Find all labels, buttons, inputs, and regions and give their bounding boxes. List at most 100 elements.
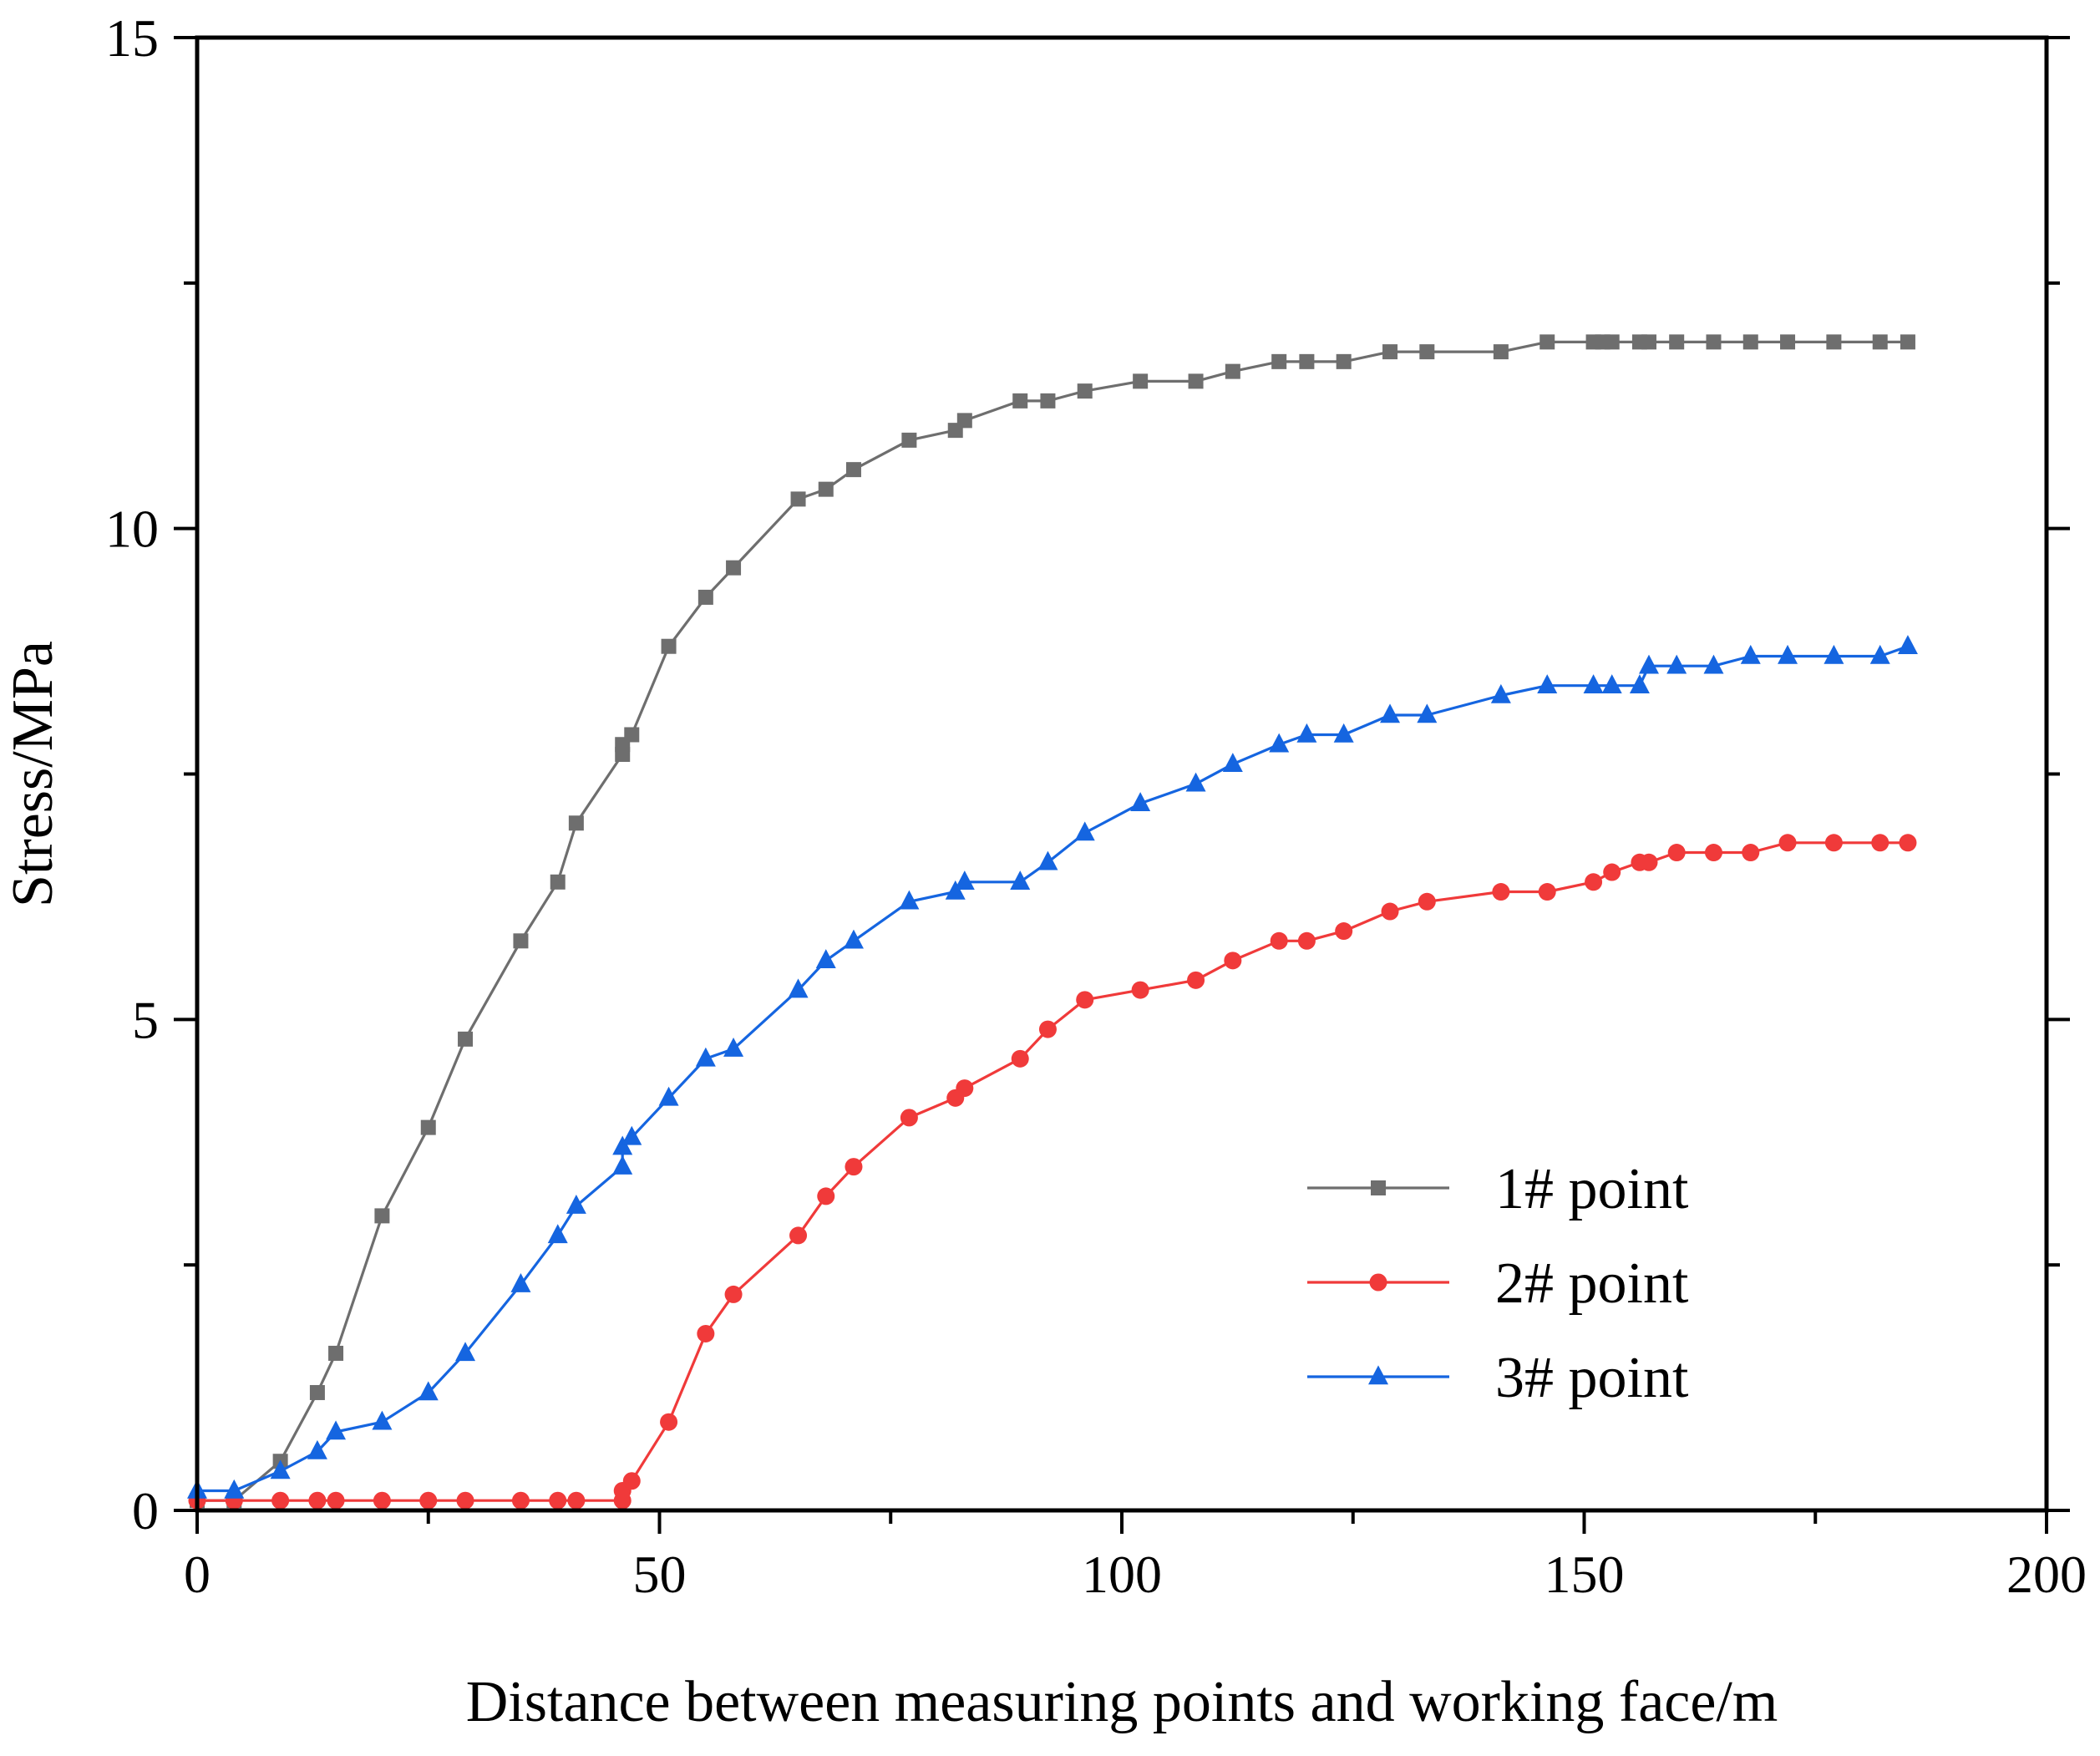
legend-item-2: 2# point <box>1307 1251 1689 1316</box>
series-1-point <box>458 1031 474 1047</box>
series-1-point <box>513 933 529 949</box>
series-2-point <box>1131 981 1149 999</box>
series-3-point <box>1740 644 1761 664</box>
series-2-point <box>1667 844 1686 862</box>
series-3-point <box>1824 644 1844 664</box>
series-1-point <box>956 413 972 429</box>
series-2-point <box>1585 873 1603 891</box>
legend-marker <box>1369 1273 1387 1292</box>
series-3-point <box>695 1047 716 1067</box>
series-3-point <box>326 1420 347 1440</box>
plot-area <box>187 334 1918 1510</box>
series-2-point <box>549 1491 567 1510</box>
series-3-point <box>899 890 920 910</box>
series-3-point <box>455 1342 476 1362</box>
series-3-point <box>1333 723 1354 743</box>
series-1-point <box>1706 334 1722 350</box>
series-2-point <box>1011 1049 1029 1068</box>
series-1-point <box>818 481 834 497</box>
legend-marker <box>1371 1180 1386 1195</box>
series-1-point <box>1271 353 1287 369</box>
series-1-point <box>1493 344 1509 360</box>
series-2-point <box>789 1226 808 1245</box>
legend-label: 1# point <box>1495 1157 1689 1221</box>
series-3-point <box>612 1135 633 1155</box>
x-tick-label: 50 <box>633 1545 687 1604</box>
series-3-point <box>1537 674 1558 693</box>
series-2 <box>188 834 1917 1510</box>
series-1-point <box>1012 393 1028 409</box>
series-2-point <box>1899 834 1917 852</box>
series-2-point <box>1381 902 1399 921</box>
axes: 0 50 100 150 200 0 5 10 15 <box>105 8 2087 1604</box>
series-3-point <box>1296 723 1317 743</box>
series-1-point <box>420 1119 436 1135</box>
series-2-point <box>327 1491 345 1510</box>
series-3-point <box>1703 654 1724 674</box>
series-3-point <box>815 949 836 969</box>
series-3-point <box>224 1479 245 1499</box>
series-1-point <box>309 1384 325 1400</box>
x-axis-title: Distance between measuring points and wo… <box>466 1670 1778 1734</box>
series-2-point <box>1418 892 1436 911</box>
series-3-point <box>788 978 809 998</box>
series-3-point <box>1380 703 1401 723</box>
series-1-point <box>845 462 861 478</box>
series-2-point <box>956 1079 974 1098</box>
series-2-point <box>456 1491 474 1510</box>
series-3-point <box>1629 674 1650 693</box>
series-1-point <box>1299 353 1315 369</box>
series-2-point <box>660 1413 678 1431</box>
series-1-point <box>550 874 566 890</box>
series-1-point <box>1872 334 1888 350</box>
series-2-point <box>1824 834 1843 852</box>
series-2-point <box>308 1491 327 1510</box>
series-3-point <box>418 1381 439 1401</box>
series-1-point <box>1641 334 1656 350</box>
legend-label: 3# point <box>1495 1346 1689 1410</box>
legend-item-3: 3# point <box>1307 1346 1689 1410</box>
series-2-point <box>724 1285 743 1303</box>
x-tick-label: 200 <box>2006 1545 2087 1604</box>
series-3-point <box>1869 644 1890 664</box>
series-1-point <box>1780 334 1796 350</box>
series-2-point <box>271 1491 290 1510</box>
series-1-line <box>197 340 1908 1502</box>
series-3-point <box>1010 870 1031 891</box>
series-1-point <box>1133 373 1149 389</box>
series-3-point <box>547 1224 568 1244</box>
legend: 1# point 2# point 3# point <box>1307 1157 1689 1410</box>
y-tick-label: 5 <box>132 990 159 1049</box>
series-1-point <box>1077 383 1093 399</box>
series-3-point <box>621 1125 642 1145</box>
series-3-point <box>1583 674 1604 693</box>
series-3-point <box>372 1410 393 1430</box>
series-1-point <box>1336 353 1352 369</box>
series-2-point <box>1704 844 1722 862</box>
series-1-point <box>1040 393 1056 409</box>
series-2-point <box>511 1491 530 1510</box>
series-1-point <box>1900 334 1915 350</box>
series-3-point <box>612 1155 633 1175</box>
series-2-point <box>1076 991 1094 1009</box>
legend-marker <box>1368 1365 1388 1385</box>
series-1-point <box>1188 373 1204 389</box>
series-2-point <box>1742 844 1760 862</box>
x-tick-label: 0 <box>184 1545 211 1604</box>
series-1-point <box>1742 334 1758 350</box>
x-tick-label: 150 <box>1545 1545 1625 1604</box>
series-1-point <box>726 560 742 576</box>
series-3-point <box>1601 674 1622 693</box>
series-2-point <box>845 1158 863 1176</box>
series-3-point <box>945 880 966 900</box>
series-3 <box>187 635 1918 1499</box>
series-1-point <box>1539 334 1555 350</box>
y-tick-label: 15 <box>105 8 159 68</box>
series-1-point <box>901 432 917 448</box>
series-3-point <box>1074 821 1095 841</box>
series-2-point <box>1538 883 1556 901</box>
legend-item-1: 1# point <box>1307 1157 1689 1221</box>
series-1-point <box>1225 363 1240 379</box>
series-2-point <box>817 1187 835 1205</box>
